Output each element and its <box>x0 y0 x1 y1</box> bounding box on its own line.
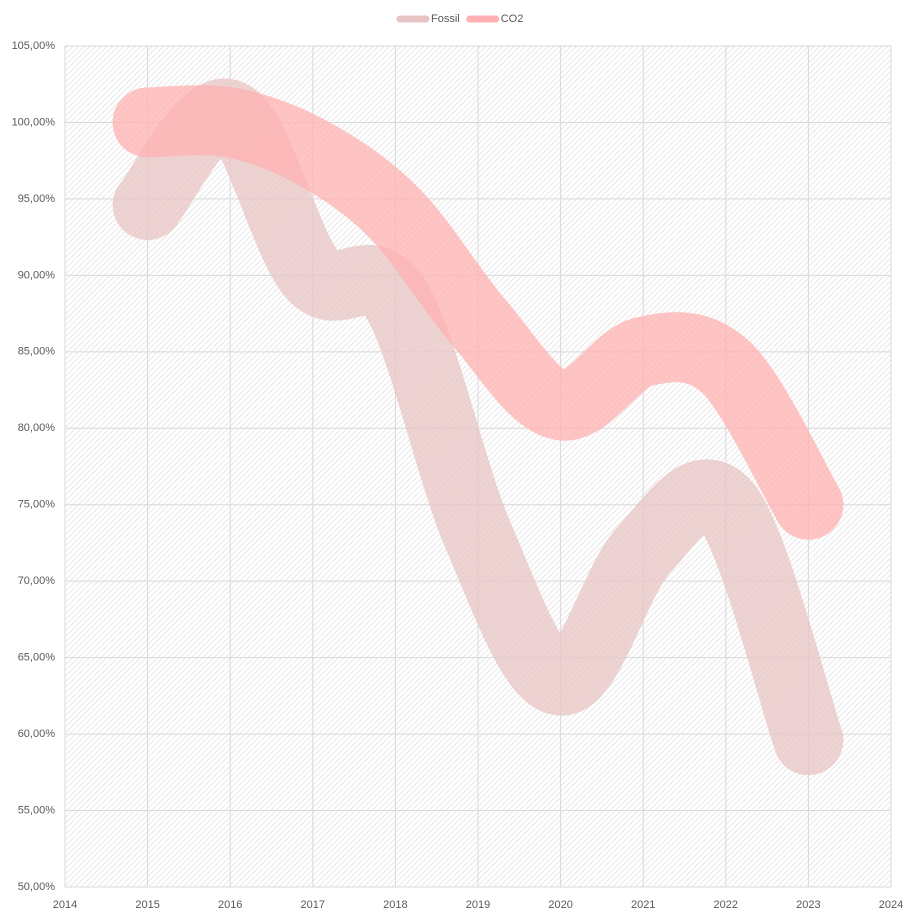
x-tick-label: 2021 <box>631 899 655 911</box>
y-tick-label: 95,00% <box>18 193 56 205</box>
y-tick-label: 90,00% <box>18 269 56 281</box>
x-tick-label: 2020 <box>548 899 572 911</box>
x-tick-label: 2022 <box>714 899 738 911</box>
y-tick-label: 105,00% <box>12 40 56 52</box>
y-tick-label: 70,00% <box>18 575 56 587</box>
x-tick-label: 2019 <box>466 899 490 911</box>
legend-label: Fossil <box>431 13 460 25</box>
x-tick-label: 2017 <box>301 899 325 911</box>
x-tick-label: 2016 <box>218 899 242 911</box>
y-tick-label: 65,00% <box>18 652 56 664</box>
y-tick-label: 50,00% <box>18 881 56 893</box>
x-tick-label: 2018 <box>383 899 407 911</box>
x-tick-label: 2015 <box>135 899 159 911</box>
y-tick-label: 80,00% <box>18 422 56 434</box>
y-tick-label: 55,00% <box>18 804 56 816</box>
y-tick-label: 60,00% <box>18 728 56 740</box>
legend-label: CO2 <box>501 13 524 25</box>
y-tick-label: 100,00% <box>12 116 56 128</box>
x-tick-label: 2023 <box>796 899 820 911</box>
series-line <box>112 85 844 540</box>
y-tick-label: 75,00% <box>18 499 56 511</box>
x-tick-label: 2024 <box>879 899 903 911</box>
y-tick-label: 85,00% <box>18 346 56 358</box>
x-tick-label: 2014 <box>53 899 77 911</box>
